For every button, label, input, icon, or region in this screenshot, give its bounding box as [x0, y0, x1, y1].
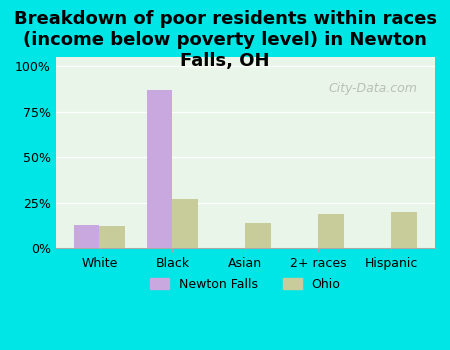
Bar — [74, 225, 99, 248]
Bar — [99, 226, 125, 248]
Bar — [318, 214, 344, 248]
Bar — [391, 212, 417, 248]
Legend: Newton Falls, Ohio: Newton Falls, Ohio — [145, 273, 346, 296]
Text: City-Data.com: City-Data.com — [329, 82, 418, 95]
Bar — [245, 223, 271, 248]
Text: Breakdown of poor residents within races
(income below poverty level) in Newton
: Breakdown of poor residents within races… — [14, 10, 436, 70]
Bar — [172, 199, 198, 248]
Bar — [147, 90, 172, 248]
